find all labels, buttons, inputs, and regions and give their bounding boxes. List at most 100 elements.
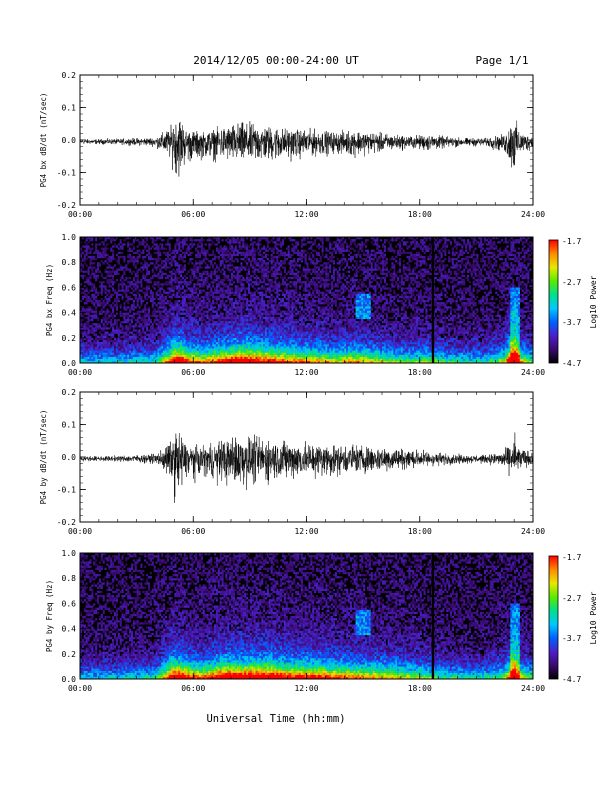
spectrogram-cell xyxy=(184,350,186,352)
spectrogram-cell xyxy=(157,344,159,346)
spectrogram-cell xyxy=(97,340,99,342)
spectrogram-cell xyxy=(116,325,118,327)
spectrogram-cell xyxy=(125,327,127,329)
spectrogram-cell xyxy=(280,250,282,252)
spectrogram-cell xyxy=(244,313,246,315)
spectrogram-cell xyxy=(208,304,210,306)
spectrogram-cell xyxy=(261,340,263,342)
spectrogram-cell xyxy=(273,317,275,319)
spectrogram-cell xyxy=(89,344,91,346)
spectrogram-cell xyxy=(223,250,225,252)
spectrogram-cell xyxy=(227,290,229,292)
spectrogram-cell xyxy=(214,348,216,350)
spectrogram-cell xyxy=(101,298,103,300)
spectrogram-cell xyxy=(248,287,250,289)
spectrogram-cell xyxy=(188,353,190,355)
spectrogram-cell xyxy=(214,329,216,331)
spectrogram-cell xyxy=(88,346,90,348)
spectrogram-cell xyxy=(88,281,90,283)
spectrogram-cell xyxy=(203,304,205,306)
spectrogram-cell xyxy=(205,271,207,273)
spectrogram-cell xyxy=(189,304,191,306)
spectrogram-cell xyxy=(212,342,214,344)
spectrogram-cell xyxy=(137,239,139,241)
spectrogram-cell xyxy=(101,334,103,336)
spectrogram-cell xyxy=(267,353,269,355)
spectrogram-cell xyxy=(276,269,278,271)
spectrogram-cell xyxy=(227,357,229,359)
spectrogram-cell xyxy=(259,264,261,266)
spectrogram-cell xyxy=(229,306,231,308)
spectrogram-cell xyxy=(182,277,184,279)
spectrogram-cell xyxy=(252,258,254,260)
spectrogram-cell xyxy=(105,248,107,250)
spectrogram-cell xyxy=(154,313,156,315)
spectrogram-cell xyxy=(197,342,199,344)
spectrogram-cell xyxy=(286,254,288,256)
spectrogram-cell xyxy=(220,300,222,302)
spectrogram-cell xyxy=(89,308,91,310)
spectrogram-cell xyxy=(176,308,178,310)
spectrogram-cell xyxy=(195,325,197,327)
spectrogram-cell xyxy=(123,313,125,315)
spectrogram-cell xyxy=(125,340,127,342)
spectrogram-cell xyxy=(229,269,231,271)
spectrogram-cell xyxy=(239,332,241,334)
spectrogram-cell xyxy=(195,260,197,262)
spectrogram-cell xyxy=(150,290,152,292)
spectrogram-cell xyxy=(254,250,256,252)
spectrogram-cell xyxy=(156,248,158,250)
spectrogram-cell xyxy=(91,350,93,352)
spectrogram-cell xyxy=(120,336,122,338)
spectrogram-cell xyxy=(252,340,254,342)
spectrogram-cell xyxy=(110,355,112,357)
spectrogram-cell xyxy=(240,285,242,287)
spectrogram-cell xyxy=(235,298,237,300)
spectrogram-cell xyxy=(165,292,167,294)
spectrogram-cell xyxy=(169,308,171,310)
spectrogram-cell xyxy=(176,315,178,317)
spectrogram-cell xyxy=(159,350,161,352)
spectrogram-cell xyxy=(161,260,163,262)
spectrogram-cell xyxy=(210,338,212,340)
spectrogram-cell xyxy=(114,344,116,346)
spectrogram-cell xyxy=(152,353,154,355)
spectrogram-cell xyxy=(91,346,93,348)
spectrogram-cell xyxy=(171,315,173,317)
spectrogram-cell xyxy=(123,357,125,359)
spectrogram-cell xyxy=(282,359,284,361)
spectrogram-cell xyxy=(127,285,129,287)
spectrogram-cell xyxy=(282,239,284,241)
spectrogram-cell xyxy=(233,323,235,325)
spectrogram-cell xyxy=(152,325,154,327)
spectrogram-cell xyxy=(220,294,222,296)
spectrogram-cell xyxy=(195,271,197,273)
spectrogram-cell xyxy=(263,311,265,313)
spectrogram-cell xyxy=(237,290,239,292)
spectrogram-cell xyxy=(112,336,114,338)
spectrogram-cell xyxy=(161,336,163,338)
spectrogram-cell xyxy=(201,260,203,262)
spectrogram-cell xyxy=(282,313,284,315)
spectrogram-cell xyxy=(127,300,129,302)
spectrogram-cell xyxy=(193,269,195,271)
spectrogram-cell xyxy=(167,338,169,340)
spectrogram-cell xyxy=(172,353,174,355)
spectrogram-cell xyxy=(231,241,233,243)
spectrogram-cell xyxy=(227,296,229,298)
spectrogram-cell xyxy=(225,350,227,352)
spectrogram-cell xyxy=(86,348,88,350)
spectrogram-cell xyxy=(137,336,139,338)
spectrogram-cell xyxy=(82,264,84,266)
spectrogram-cell xyxy=(290,273,292,275)
spectrogram-cell xyxy=(282,277,284,279)
spectrogram-cell xyxy=(197,357,199,359)
spectrogram-cell xyxy=(159,348,161,350)
spectrogram-cell xyxy=(274,323,276,325)
spectrogram-cell xyxy=(218,334,220,336)
spectrogram-cell xyxy=(188,283,190,285)
spectrogram-cell xyxy=(139,338,141,340)
spectrogram-cell xyxy=(246,353,248,355)
spectrogram-cell xyxy=(274,241,276,243)
spectrogram-cell xyxy=(227,298,229,300)
